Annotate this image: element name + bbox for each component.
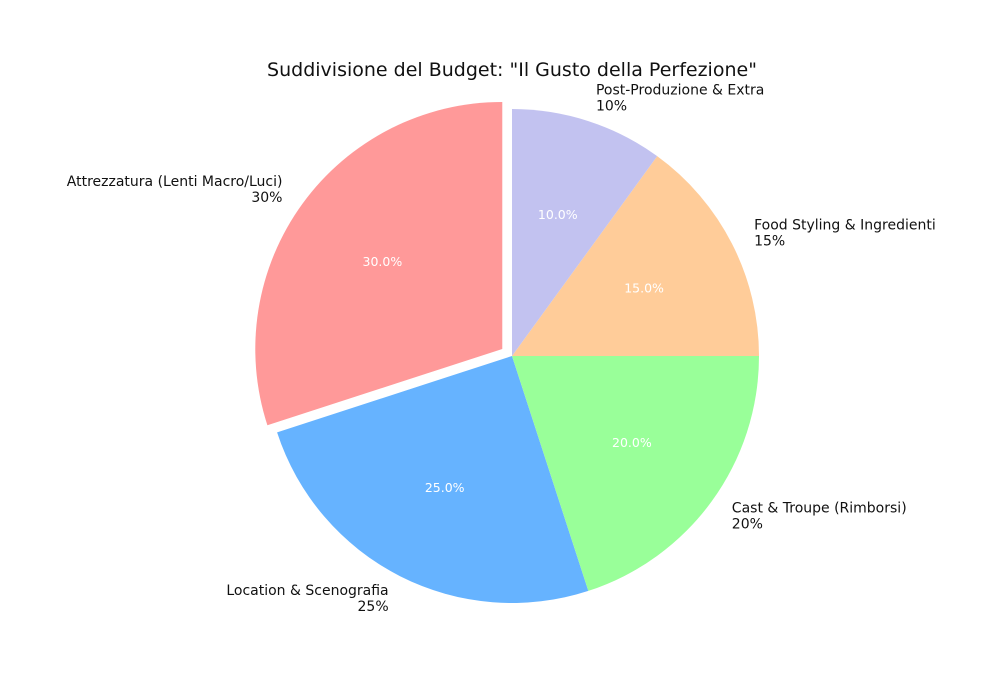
slice-percent-label: 30.0%: [363, 254, 403, 269]
pie-slice-post-produzione-extra: [512, 109, 658, 356]
slice-category-label: Post-Produzione & Extra: [596, 83, 764, 99]
slice-outer-percent-label: 20%: [732, 517, 763, 533]
slice-outer-percent-label: 15%: [754, 234, 785, 250]
slice-outer-label: Cast & Troupe (Rimborsi) 20%: [732, 501, 907, 533]
pie-slice-cast-troupe-rimborsi: [512, 356, 759, 591]
pie-slices: [255, 101, 759, 603]
slice-outer-label: Food Styling & Ingredienti 15%: [754, 218, 936, 250]
pie-labels: 30.0% Attrezzatura (Lenti Macro/Luci) 30% 2…: [67, 83, 936, 615]
slice-category-label: Food Styling & Ingredienti: [754, 218, 936, 234]
pie-slice-attrezzatura-lenti-macro-luci: [255, 101, 503, 426]
chart-title: Suddivisione del Budget: "Il Gusto della…: [267, 59, 757, 81]
slice-category-label: Location & Scenografia: [226, 583, 388, 599]
slice-outer-percent-label: 10%: [596, 99, 627, 115]
slice-outer-label: Post-Produzione & Extra 10%: [596, 83, 764, 115]
pie-slice-location-scenografia: [277, 356, 589, 603]
slice-percent-label: 25.0%: [425, 480, 465, 495]
slice-outer-label: Location & Scenografia 25%: [226, 583, 388, 615]
slice-percent-label: 20.0%: [612, 435, 652, 450]
slice-outer-label: Attrezzatura (Lenti Macro/Luci) 30%: [67, 174, 283, 206]
pie-slice-food-styling-ingredienti: [512, 156, 759, 356]
slice-outer-percent-label: 25%: [358, 599, 389, 615]
slice-category-label: Attrezzatura (Lenti Macro/Luci): [67, 174, 283, 190]
slice-percent-label: 10.0%: [538, 207, 578, 222]
slice-percent-label: 15.0%: [624, 281, 664, 296]
slice-outer-percent-label: 30%: [251, 190, 282, 206]
slice-category-label: Cast & Troupe (Rimborsi): [732, 501, 907, 517]
